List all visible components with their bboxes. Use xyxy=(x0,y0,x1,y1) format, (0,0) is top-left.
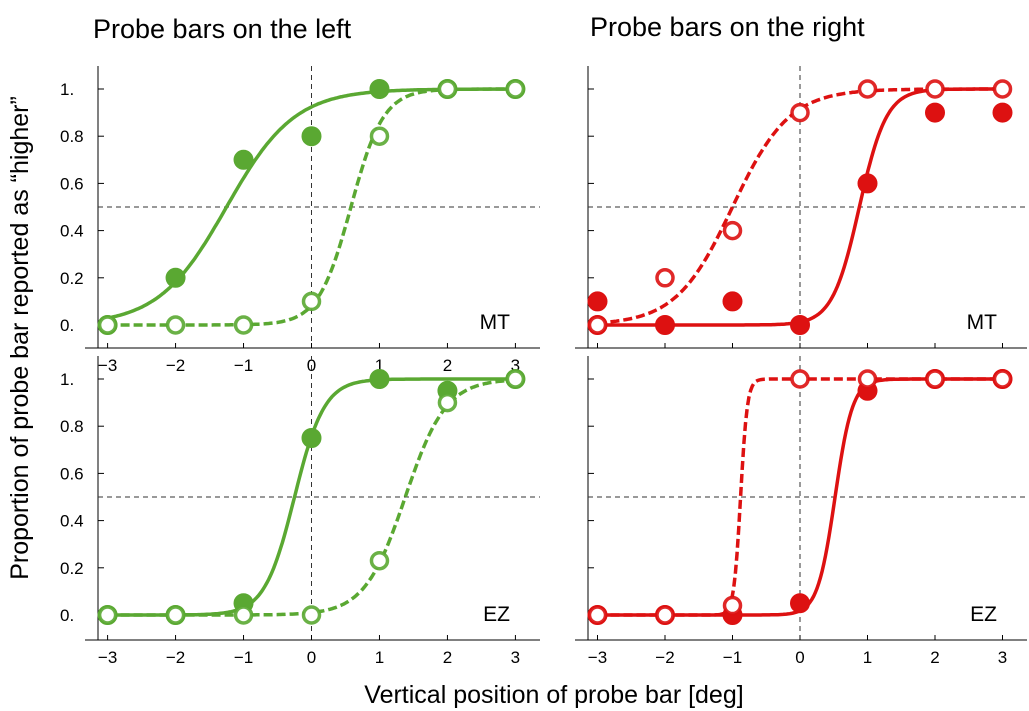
x-tick-label: 1 xyxy=(375,356,384,375)
data-point-open xyxy=(437,79,458,99)
data-point-open xyxy=(992,369,1013,389)
fit-curve-filled xyxy=(597,87,1006,327)
x-tick-label: −2 xyxy=(655,648,674,667)
y-tick-label: 0.4 xyxy=(60,222,84,241)
x-tick-label: 2 xyxy=(443,648,452,667)
data-point-open xyxy=(301,605,322,625)
data-point-open xyxy=(233,605,254,625)
data-point-open xyxy=(97,605,118,625)
x-axis-title: Vertical position of probe bar [deg] xyxy=(364,681,743,709)
x-tick-label: −1 xyxy=(234,648,253,667)
data-point-open xyxy=(992,79,1013,99)
x-tick-label: −1 xyxy=(723,648,742,667)
x-tick-label: 2 xyxy=(930,648,939,667)
x-tick-label: −2 xyxy=(166,648,185,667)
data-point-open xyxy=(587,315,608,335)
title-right-column: Probe bars on the right xyxy=(590,12,865,42)
data-point-open xyxy=(655,268,675,288)
subject-label: EZ xyxy=(483,603,510,626)
x-tick-label: 1 xyxy=(863,648,872,667)
data-point-open xyxy=(925,369,945,389)
y-tick-label: 1. xyxy=(60,80,74,99)
panel-bottom-right: −3 −2 −1 0 1 2 3 EZ xyxy=(575,356,1027,667)
data-point-filled xyxy=(857,173,878,194)
x-tick-label: −3 xyxy=(98,356,117,375)
y-tick-label: 0.2 xyxy=(60,559,84,578)
data-point-open xyxy=(587,605,608,625)
data-point-filled xyxy=(301,428,322,448)
data-point-open xyxy=(165,315,186,335)
data-point-open xyxy=(369,126,390,146)
panel-bottom-left: −3 −2 −1 0 1 2 3 0. 0.2 0.4 0.6 0.8 1. EZ xyxy=(60,356,540,667)
data-point-filled xyxy=(165,267,186,288)
data-point-filled xyxy=(233,149,254,170)
x-tick-label: −2 xyxy=(166,356,185,375)
y-tick-label: 0.8 xyxy=(60,417,84,436)
data-point-open xyxy=(857,79,878,99)
x-tick-label: −3 xyxy=(98,648,117,667)
fit-curve-filled xyxy=(107,377,519,617)
data-point-filled xyxy=(655,315,675,335)
x-tick-label: 3 xyxy=(511,356,520,375)
data-point-filled xyxy=(722,291,743,312)
y-tick-label: 0. xyxy=(60,316,74,335)
y-tick-label: 0.6 xyxy=(60,464,84,483)
y-tick-label: 0.2 xyxy=(60,269,84,288)
panel-top-right: MT xyxy=(575,66,1027,349)
data-point-open xyxy=(505,79,526,99)
data-point-open xyxy=(655,605,675,625)
subject-label: EZ xyxy=(970,603,997,626)
data-point-filled xyxy=(369,369,390,389)
panel-top-left: −3 −2 −1 0 1 2 30.0.20.40.60.81.MT xyxy=(60,66,540,375)
data-point-filled xyxy=(790,315,810,335)
fit-curve-open xyxy=(597,377,1006,617)
data-point-open xyxy=(301,291,322,312)
data-point-filled xyxy=(925,102,945,123)
x-tick-label: 2 xyxy=(443,356,452,375)
x-tick-label: 3 xyxy=(511,648,520,667)
data-point-open xyxy=(925,79,945,99)
y-tick-label: 0. xyxy=(60,606,74,625)
data-point-open xyxy=(437,392,458,413)
data-point-open xyxy=(233,315,254,335)
data-point-open xyxy=(722,220,743,241)
subject-label: MT xyxy=(480,311,510,334)
y-tick-label: 0.4 xyxy=(60,512,84,531)
y-tick-label: 0.6 xyxy=(60,174,84,193)
fit-curve-filled xyxy=(597,377,1006,617)
x-tick-label: 1 xyxy=(375,648,384,667)
y-tick-label: 0.8 xyxy=(60,127,84,146)
y-tick-label: 1. xyxy=(60,370,74,389)
data-point-open xyxy=(97,315,118,335)
data-point-open xyxy=(722,595,743,616)
data-point-filled xyxy=(790,593,810,614)
fit-curve-open xyxy=(597,87,1006,325)
title-left-column: Probe bars on the left xyxy=(93,14,352,44)
data-point-filled xyxy=(992,102,1013,123)
panels-group: −3 −2 −1 0 1 2 30.0.20.40.60.81.MT MT−3 −2 −1 0 1 2 3… xyxy=(60,66,1027,667)
x-tick-label: −3 xyxy=(588,648,607,667)
data-point-open xyxy=(369,550,390,571)
data-point-filled xyxy=(369,79,390,99)
y-axis-title: Proportion of probe bar reported as “hig… xyxy=(6,96,34,580)
x-tick-label: −1 xyxy=(234,356,253,375)
x-tick-label: 3 xyxy=(998,648,1007,667)
data-point-open xyxy=(857,369,878,389)
subject-label: MT xyxy=(967,311,997,334)
x-tick-label: 0 xyxy=(795,648,804,667)
fit-curve-open xyxy=(107,378,519,617)
data-point-open xyxy=(505,369,526,389)
data-point-open xyxy=(790,369,810,389)
data-point-open xyxy=(165,605,186,625)
x-tick-label: 0 xyxy=(307,648,316,667)
data-point-filled xyxy=(301,126,322,147)
data-point-filled xyxy=(587,291,608,312)
data-point-open xyxy=(790,102,810,123)
